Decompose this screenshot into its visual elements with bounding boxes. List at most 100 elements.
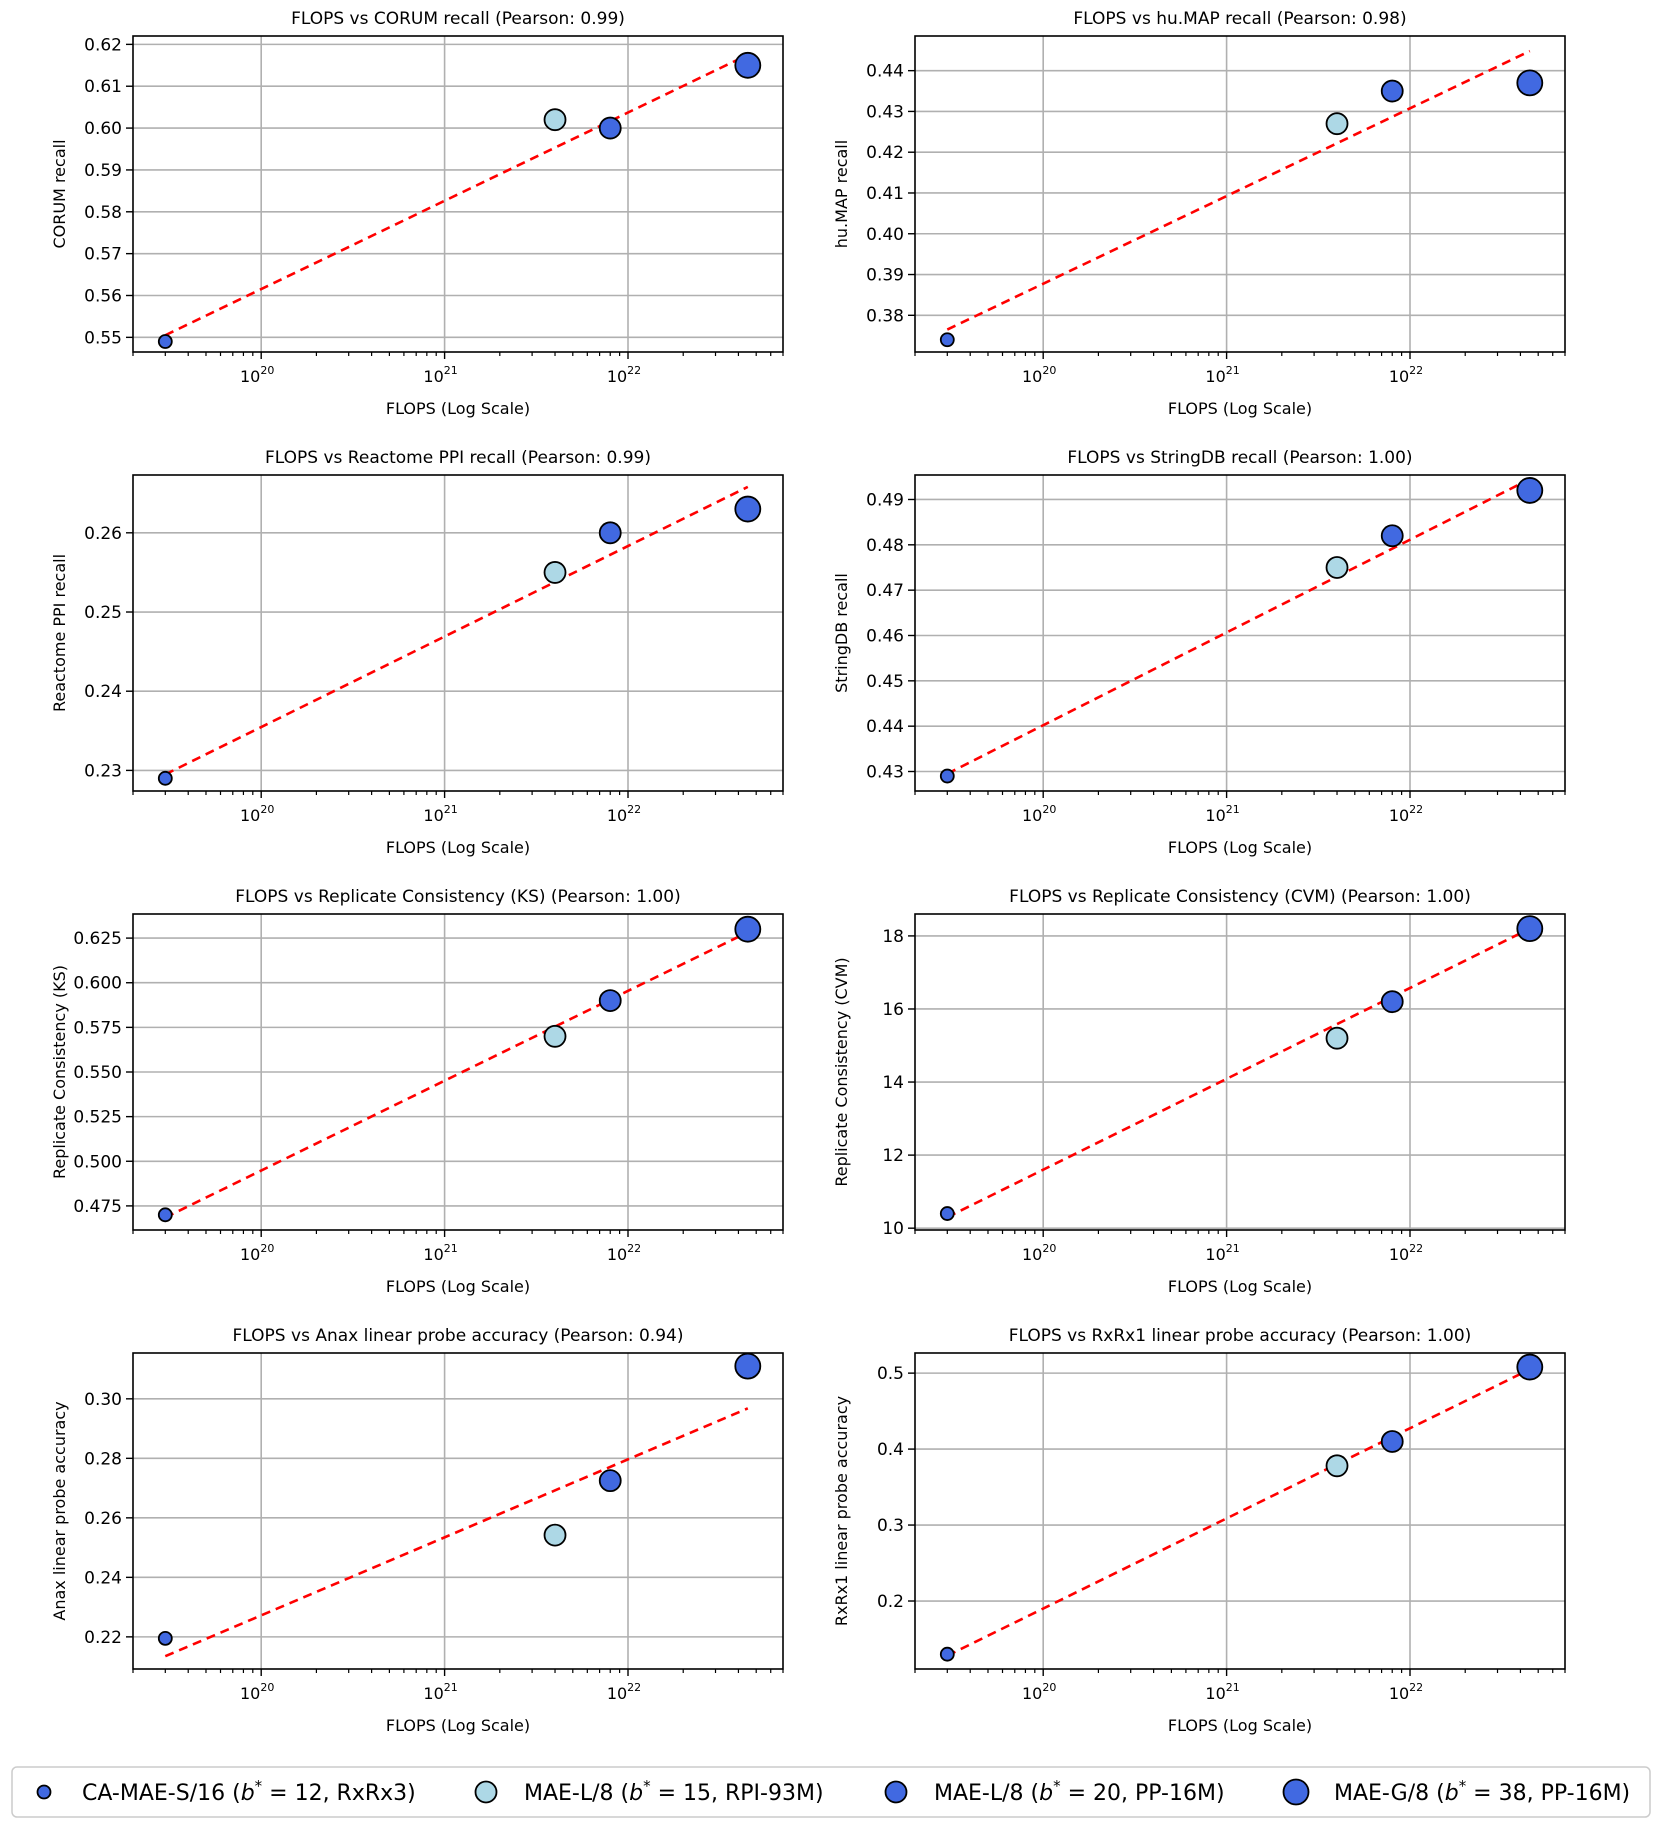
x-tick-exponent: 20: [260, 803, 274, 816]
legend-label-math: b: [241, 1781, 255, 1806]
axes-frame: [132, 1352, 784, 1670]
x-tick-base: 10: [1205, 1684, 1225, 1703]
legend-label: CA-MAE-S/16 (b* = 12, RxRx3): [82, 1777, 416, 1806]
x-tick-label: 1022: [607, 1242, 641, 1264]
data-point: [157, 770, 173, 786]
x-tick-label: 1022: [1389, 803, 1423, 825]
x-tick-exponent: 21: [1226, 1242, 1240, 1255]
x-tick-exponent: 22: [1409, 803, 1423, 816]
x-tick-label: 1022: [1389, 1242, 1423, 1264]
y-tick-label: 12: [882, 1146, 904, 1166]
fit-line: [946, 927, 1531, 1219]
x-tick-exponent: 21: [1226, 364, 1240, 377]
x-tick-label: 1020: [240, 803, 274, 825]
x-tick-label: 1022: [1389, 1681, 1423, 1703]
gridlines: [915, 1353, 1565, 1669]
y-axis-label: hu.MAP recall: [832, 140, 851, 248]
x-tick-exponent: 21: [444, 803, 458, 816]
y-tick-label: 0.58: [84, 203, 122, 223]
y-tick-label: 0.43: [866, 763, 904, 783]
y-tick-label: 0.625: [73, 929, 122, 949]
y-axis-label: Replicate Consistency (KS): [50, 965, 69, 1179]
y-tick-label: 0.46: [866, 626, 904, 646]
fit-line: [164, 53, 749, 337]
y-tick-label: 0.23: [84, 761, 122, 781]
y-tick-label: 0.28: [84, 1449, 122, 1469]
fit-line: [164, 931, 749, 1219]
chart-title: FLOPS vs Reactome PPI recall (Pearson: 0…: [265, 448, 651, 468]
x-tick-exponent: 20: [1042, 1681, 1056, 1694]
x-tick-base: 10: [607, 806, 627, 825]
legend-label-sup: *: [1053, 1777, 1061, 1795]
x-tick-exponent: 20: [260, 1242, 274, 1255]
gridlines: [133, 1353, 783, 1669]
x-axis-label: FLOPS (Log Scale): [386, 1277, 530, 1296]
y-axis-label: Anax linear probe accuracy: [50, 1401, 69, 1620]
x-axis-label: FLOPS (Log Scale): [386, 838, 530, 857]
chart-title: FLOPS vs CORUM recall (Pearson: 0.99): [291, 9, 625, 29]
x-tick-label: 1020: [1022, 364, 1056, 386]
x-tick-base: 10: [423, 806, 443, 825]
axes-frame: [914, 913, 1566, 1231]
legend-label: MAE-L/8 (b* = 15, RPI-93M): [524, 1777, 824, 1806]
axes-frame: [914, 474, 1566, 792]
x-tick-label: 1020: [240, 1681, 274, 1703]
x-tick-base: 10: [423, 1684, 443, 1703]
y-tick-label: 0.57: [84, 245, 122, 265]
x-tick-label: 1021: [1205, 364, 1239, 386]
y-tick-label: 0.30: [84, 1390, 122, 1410]
x-tick-exponent: 20: [1042, 1242, 1056, 1255]
x-tick-label: 1021: [1205, 803, 1239, 825]
data-point: [734, 51, 762, 79]
y-tick-label: 0.45: [866, 672, 904, 692]
x-tick-label: 1020: [1022, 803, 1056, 825]
legend-label-sup: *: [1459, 1777, 1467, 1795]
legend-label-suffix: = 15, RPI-93M): [651, 1781, 824, 1806]
data-point: [1325, 556, 1349, 579]
data-point: [1516, 915, 1544, 943]
data-point: [157, 1630, 173, 1646]
y-tick-label: 0.22: [84, 1628, 122, 1648]
x-tick-label: 1021: [423, 1681, 457, 1703]
y-tick-label: 0.40: [866, 225, 904, 245]
y-axis-label: RxRx1 linear probe accuracy: [832, 1396, 851, 1626]
x-tick-base: 10: [240, 1684, 260, 1703]
data-point: [1380, 524, 1404, 548]
x-tick-exponent: 20: [1042, 364, 1056, 377]
x-tick-base: 10: [1022, 806, 1042, 825]
fit-line: [946, 1368, 1531, 1657]
gridlines: [915, 475, 1565, 791]
x-tick-label: 1021: [423, 364, 457, 386]
x-tick-label: 1021: [423, 803, 457, 825]
y-tick-label: 0.500: [73, 1152, 122, 1172]
chart-title: FLOPS vs Anax linear probe accuracy (Pea…: [233, 1326, 684, 1346]
data-point: [543, 561, 567, 584]
x-tick-base: 10: [240, 1245, 260, 1264]
legend-label-prefix: CA-MAE-S/16 (: [82, 1781, 241, 1806]
x-tick-base: 10: [1389, 367, 1409, 386]
legend-label-prefix: MAE-L/8 (: [524, 1781, 629, 1806]
x-tick-exponent: 22: [627, 364, 641, 377]
fit-line: [164, 1407, 749, 1658]
data-point: [1516, 477, 1544, 504]
chart-title: FLOPS vs RxRx1 linear probe accuracy (Pe…: [1009, 1326, 1472, 1346]
data-point: [939, 768, 955, 784]
x-tick-base: 10: [1389, 1684, 1409, 1703]
x-tick-exponent: 21: [444, 364, 458, 377]
data-point: [1380, 990, 1404, 1014]
y-tick-label: 0.56: [84, 286, 122, 306]
y-tick-label: 0.59: [84, 161, 122, 181]
legend-label-suffix: = 20, PP-16M): [1061, 1781, 1225, 1806]
fit-line: [946, 49, 1531, 331]
legend-label-suffix: = 38, PP-16M): [1466, 1781, 1630, 1806]
data-point: [543, 108, 567, 132]
x-tick-label: 1020: [1022, 1681, 1056, 1703]
legend: CA-MAE-S/16 (b* = 12, RxRx3) MAE-L/8 (b* …: [11, 1766, 1651, 1818]
axes-frame: [914, 35, 1566, 353]
x-tick-base: 10: [423, 367, 443, 386]
legend-label-math: b: [1445, 1781, 1459, 1806]
legend-label-math: b: [1039, 1781, 1053, 1806]
y-tick-label: 0.600: [73, 974, 122, 994]
x-tick-label: 1022: [607, 1681, 641, 1703]
x-tick-exponent: 20: [260, 364, 274, 377]
